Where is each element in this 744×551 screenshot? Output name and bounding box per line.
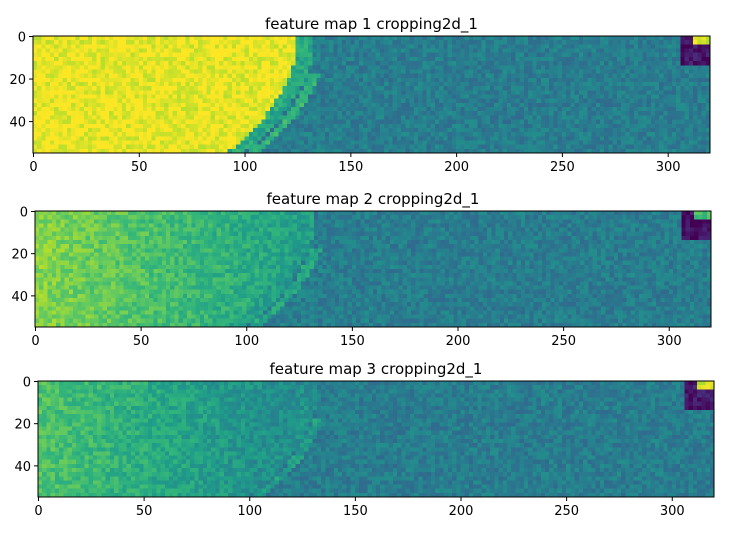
y-tick-label: 0 (20, 206, 28, 221)
x-tick-label: 250 (550, 160, 575, 175)
axes-frame (34, 210, 712, 328)
x-tick-label: 50 (136, 504, 153, 519)
subplot-2: feature map 2 cropping2d_10 50 100 150 200 25… (11, 190, 712, 349)
x-tick-label: 100 (237, 504, 262, 519)
heatmap-image (33, 36, 710, 153)
x-tick-label: 300 (660, 504, 685, 519)
x-tick-label: 200 (449, 504, 474, 519)
x-tick-label: 0 (29, 160, 37, 175)
heatmap-image (38, 381, 714, 497)
x-tick-label: 200 (444, 160, 469, 175)
x-tick-label: 50 (131, 160, 148, 175)
x-tick-label: 250 (551, 334, 576, 349)
subplot-title: feature map 3 cropping2d_1 (270, 360, 483, 379)
x-tick-label: 0 (31, 334, 39, 349)
x-tick-label: 150 (338, 160, 363, 175)
y-tick-label: 40 (9, 116, 26, 131)
axes-frame (32, 35, 711, 154)
x-tick-label: 50 (133, 334, 150, 349)
x-tick-label: 0 (34, 504, 42, 519)
y-tick-label: 40 (14, 460, 31, 475)
subplot-title: feature map 2 cropping2d_1 (267, 190, 480, 209)
x-tick-label: 300 (657, 334, 682, 349)
x-tick-label: 250 (554, 504, 579, 519)
x-tick-label: 100 (233, 160, 258, 175)
x-tick-label: 150 (343, 504, 368, 519)
y-tick-label: 0 (23, 376, 31, 391)
x-tick-label: 150 (340, 334, 365, 349)
axes-frame (37, 380, 715, 498)
x-tick-label: 300 (656, 160, 681, 175)
x-tick-label: 200 (446, 334, 471, 349)
heatmap-image (35, 211, 711, 327)
y-tick-label: 20 (9, 73, 26, 88)
subplot-3: feature map 3 cropping2d_10 50 100 150 200 25… (14, 360, 715, 519)
y-tick-label: 20 (11, 248, 28, 263)
subplot-1: feature map 1 cropping2d_10 50 100 150 200 25… (9, 15, 711, 175)
y-tick-label: 40 (11, 290, 28, 305)
subplot-title: feature map 1 cropping2d_1 (265, 15, 478, 34)
y-tick-label: 20 (14, 418, 31, 433)
y-tick-label: 0 (18, 31, 26, 46)
x-tick-label: 100 (234, 334, 259, 349)
